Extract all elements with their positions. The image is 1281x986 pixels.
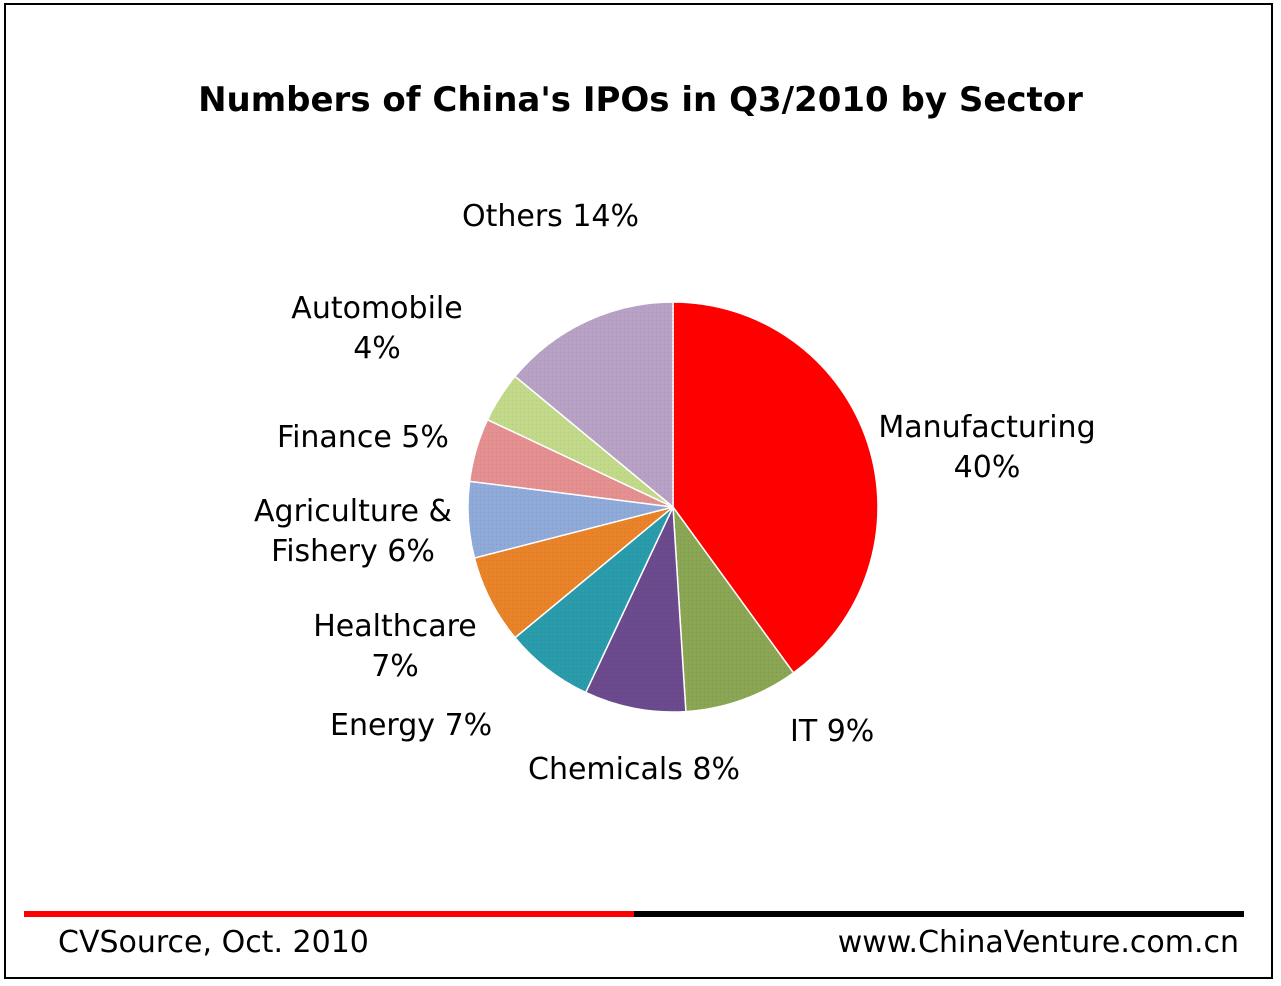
pie-slice-texture-finance bbox=[469, 419, 673, 507]
footer-divider-black bbox=[634, 911, 1244, 917]
label-agriculture-value: Fishery 6% bbox=[271, 534, 435, 569]
label-manufacturing-name: Manufacturing bbox=[878, 410, 1096, 445]
label-agriculture: Agriculture & Fishery 6% bbox=[248, 492, 458, 572]
label-automobile: Automobile 4% bbox=[282, 289, 472, 369]
chart-title: Numbers of China's IPOs in Q3/2010 by Se… bbox=[198, 80, 1083, 120]
label-it: IT 9% bbox=[790, 714, 875, 749]
footer-divider-red bbox=[24, 911, 634, 917]
footer-source: CVSource, Oct. 2010 bbox=[58, 925, 369, 960]
pie-slice-texture-automobile bbox=[487, 376, 673, 507]
pie-slice-texture-others bbox=[515, 302, 673, 507]
label-others: Others 14% bbox=[462, 199, 640, 234]
label-healthcare: Healthcare 7% bbox=[305, 607, 485, 687]
label-manufacturing-value: 40% bbox=[953, 450, 1021, 485]
pie-slice-texture-it bbox=[673, 507, 794, 712]
label-healthcare-name: Healthcare bbox=[313, 609, 477, 644]
label-automobile-value: 4% bbox=[353, 331, 401, 366]
label-agriculture-name: Agriculture & bbox=[254, 494, 452, 529]
pie-slice-texture-chemicals bbox=[585, 507, 686, 712]
pie-slice-manufacturing bbox=[672, 301, 879, 674]
label-healthcare-value: 7% bbox=[371, 649, 419, 684]
label-finance: Finance 5% bbox=[277, 420, 449, 455]
label-chemicals: Chemicals 8% bbox=[528, 752, 740, 787]
label-energy: Energy 7% bbox=[330, 708, 493, 743]
label-automobile-name: Automobile bbox=[291, 291, 463, 326]
label-manufacturing: Manufacturing 40% bbox=[872, 408, 1102, 488]
pie-slice-texture-healthcare bbox=[474, 507, 673, 638]
pie-slice-texture-energy bbox=[515, 507, 673, 693]
pie-slice-texture-agriculture-fishery bbox=[468, 481, 673, 558]
footer-website: www.ChinaVenture.com.cn bbox=[837, 925, 1239, 960]
